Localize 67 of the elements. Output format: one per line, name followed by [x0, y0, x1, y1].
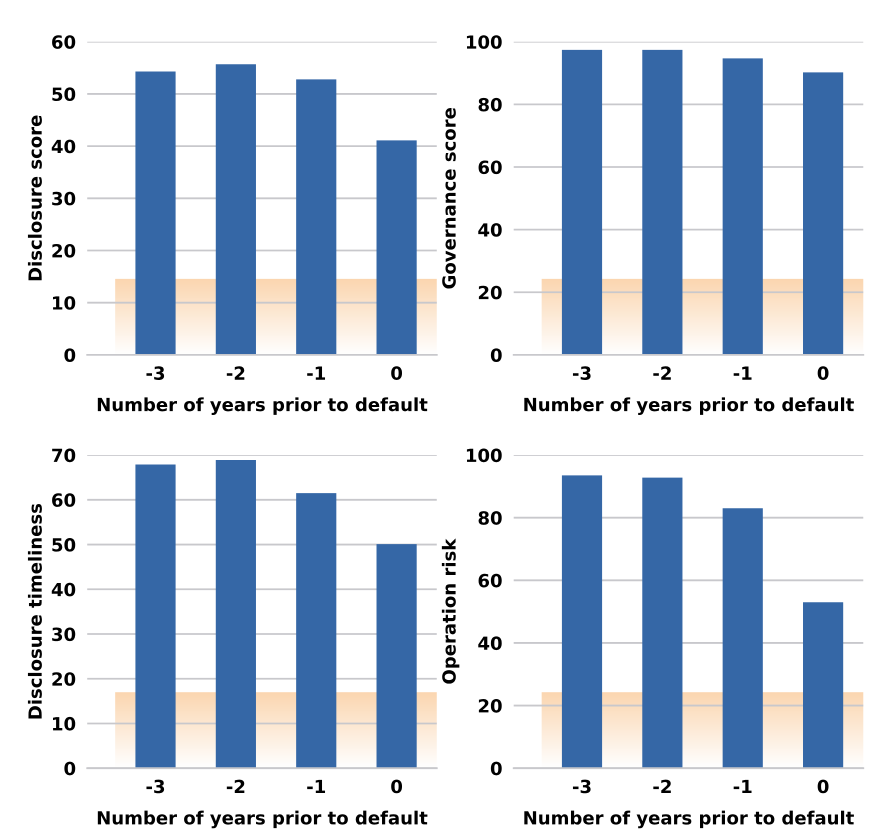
bar	[642, 50, 682, 355]
y-tick-label: 20	[478, 699, 502, 713]
x-axis-title: Number of years prior to default	[524, 397, 854, 415]
x-tick-label: 0	[391, 780, 402, 794]
y-tick-label: 70	[52, 448, 76, 462]
y-tick-label: 10	[53, 296, 76, 310]
y-tick-label: 60	[478, 574, 502, 588]
x-tick-label: 0	[818, 366, 829, 380]
y-tick-label: 50	[52, 87, 76, 102]
y-tick-label: 40	[478, 636, 502, 650]
y-tick-label: 30	[52, 192, 76, 206]
x-tick-label: -3	[572, 780, 591, 794]
x-tick-label: -3	[572, 366, 591, 380]
bar	[562, 50, 602, 355]
y-tick-label: 80	[478, 98, 502, 112]
y-tick-label: 60	[478, 160, 502, 174]
y-tick-label: 60	[52, 35, 76, 49]
y-tick-label: 100	[466, 448, 502, 462]
y-tick-label: 0	[490, 762, 502, 776]
x-tick-label: -2	[226, 366, 244, 380]
x-axis-title: Number of years prior to default	[98, 810, 428, 828]
x-axis-title: Number of years prior to default	[524, 810, 854, 828]
bar	[562, 475, 602, 768]
x-tick-label: 0	[391, 366, 402, 380]
x-tick-label: -2	[653, 780, 671, 794]
x-tick-label: -1	[307, 366, 326, 380]
bar	[216, 460, 256, 768]
x-tick-label: -2	[226, 780, 244, 794]
bar	[642, 478, 682, 768]
y-tick-label: 40	[52, 140, 76, 154]
bar	[296, 493, 336, 768]
y-tick-label: 40	[478, 223, 502, 237]
bar	[135, 464, 176, 768]
bar	[722, 508, 763, 768]
y-tick-label: 0	[490, 348, 502, 362]
y-tick-label: 0	[64, 348, 76, 362]
x-tick-label: -1	[734, 780, 752, 794]
y-tick-label: 100	[466, 35, 502, 49]
bar	[296, 79, 336, 355]
y-axis-title: Governance score	[442, 108, 456, 289]
x-tick-label: 0	[818, 780, 829, 794]
y-tick-label: 40	[52, 582, 76, 596]
y-axis-title: Operation risk	[442, 538, 460, 684]
y-tick-label: 80	[478, 511, 502, 525]
bar	[216, 64, 256, 355]
y-tick-label: 20	[52, 244, 76, 258]
x-tick-label: -3	[146, 366, 164, 380]
y-tick-label: 0	[64, 762, 76, 776]
y-tick-label: 30	[52, 627, 76, 642]
y-axis-title: Disclosure timeliness	[28, 504, 42, 719]
x-tick-label: -2	[653, 366, 671, 380]
y-tick-label: 60	[52, 493, 76, 507]
y-tick-label: 20	[52, 672, 76, 686]
bar	[376, 544, 417, 768]
y-tick-label: 50	[52, 538, 76, 552]
y-axis-title: Disclosure score	[28, 116, 42, 280]
y-tick-label: 20	[478, 286, 502, 300]
bar	[722, 58, 763, 355]
x-tick-label: -3	[146, 780, 164, 794]
bar	[803, 72, 844, 355]
bar	[376, 140, 417, 355]
bar	[135, 71, 176, 355]
y-tick-label: 10	[53, 716, 76, 731]
x-tick-label: -1	[734, 366, 752, 380]
x-axis-title: Number of years prior to default	[98, 397, 428, 415]
x-tick-label: -1	[307, 780, 326, 794]
bar	[803, 602, 844, 768]
